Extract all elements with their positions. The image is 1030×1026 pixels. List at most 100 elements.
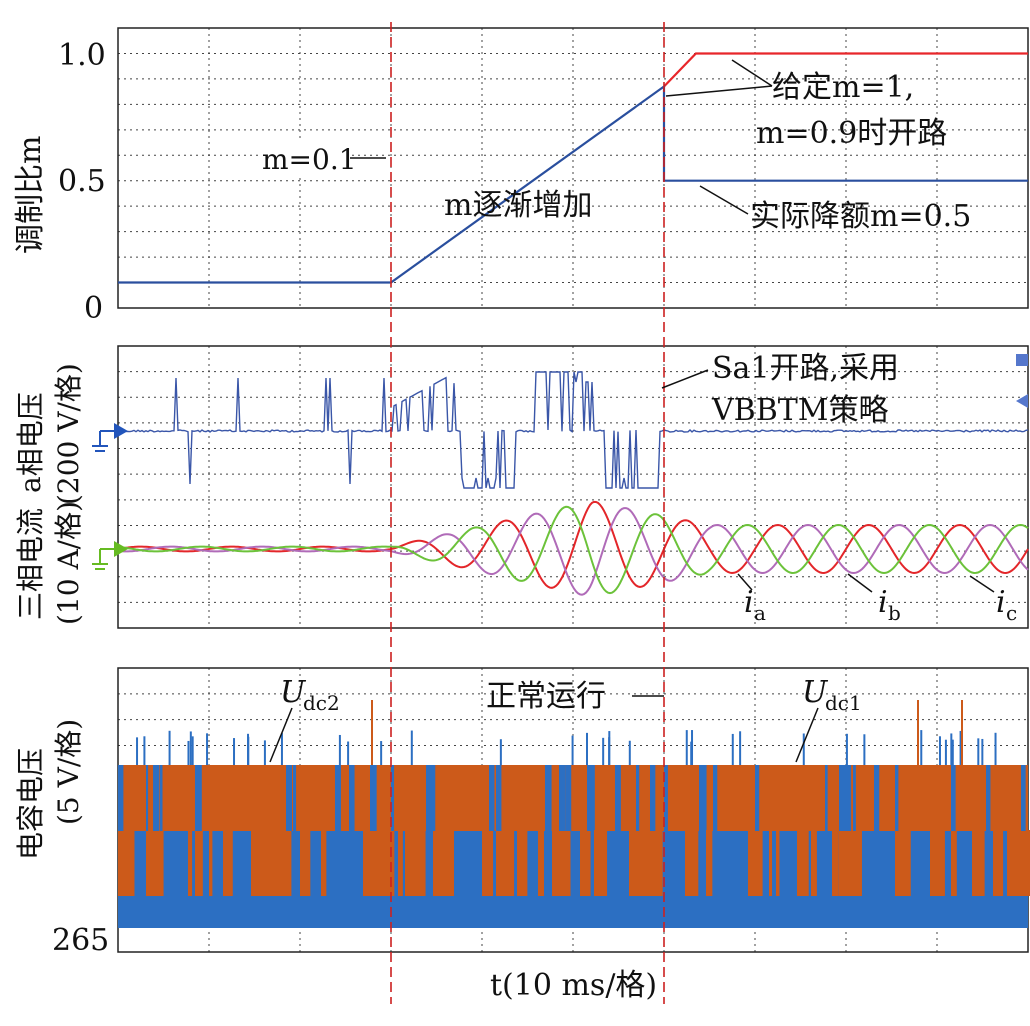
svg-text:m=0.9时开路: m=0.9时开路	[756, 116, 947, 151]
ylabel-current-1: 三相电流	[14, 508, 47, 620]
udc2-dip	[1007, 830, 1015, 896]
udc2-dip	[587, 830, 591, 896]
udc1-rise	[755, 765, 760, 831]
udc2-dip	[188, 830, 193, 896]
label-udc2: U dc2	[269, 675, 340, 763]
udc1-rise	[587, 765, 595, 831]
udc2-dip	[300, 830, 311, 896]
udc2-dip	[160, 830, 164, 896]
udc2-dip	[706, 830, 713, 896]
udc2-dip	[797, 830, 809, 896]
udc2-dip	[776, 830, 780, 896]
udc2-dip	[580, 830, 591, 896]
udc2-dip	[447, 830, 455, 896]
ground-marker-current	[92, 541, 128, 570]
udc1-rise	[545, 765, 552, 831]
udc2-dip	[209, 830, 213, 896]
svg-text:a: a	[754, 601, 766, 625]
udc2-dip	[265, 830, 277, 896]
udc1-rise	[846, 765, 852, 831]
udc1-rise	[699, 765, 707, 831]
ylabel-current-2: (10 A/格)	[52, 501, 85, 625]
udc2-dip	[832, 830, 839, 896]
udc1-rise	[713, 765, 718, 831]
series-phase-a-voltage	[118, 371, 1029, 489]
udc1-rise	[839, 765, 847, 831]
udc2-dip	[1021, 830, 1030, 896]
udc1-rise	[335, 765, 341, 831]
svg-text:Sa1开路,采用: Sa1开路,采用	[712, 351, 899, 386]
ylabel-capvoltage-1: 电容电压	[14, 748, 47, 860]
udc2-dip	[951, 830, 957, 896]
svg-text:i: i	[996, 585, 1006, 620]
svg-text:m=0.1: m=0.1	[262, 143, 357, 176]
udc1-rise	[293, 765, 297, 831]
udc2-dip	[650, 830, 663, 896]
svg-text:b: b	[888, 601, 901, 625]
udc2-dip	[853, 830, 862, 896]
series-udc2-band	[118, 765, 1028, 831]
svg-text:实际降额m=0.5: 实际降额m=0.5	[750, 199, 971, 234]
udc1-rise	[496, 765, 502, 831]
svg-text:U: U	[802, 675, 829, 710]
series-ib	[117, 507, 1029, 596]
ylabel-voltage-2: (200 V/格)	[52, 363, 85, 505]
annotation-fault: Sa1开路,采用 VBBTM策略	[661, 351, 899, 428]
series-ic	[117, 505, 1029, 595]
udc2-dip	[496, 830, 515, 896]
udc1-rise	[146, 765, 149, 831]
udc1-rise	[650, 765, 656, 831]
udc2-dip	[972, 830, 985, 896]
label-udc1: U dc1	[795, 675, 862, 763]
ytick-1-0: 1.0	[58, 38, 106, 73]
udc1-rise	[391, 765, 395, 831]
udc2-dip	[195, 830, 203, 896]
xlabel: t(10 ms/格)	[490, 968, 657, 1003]
udc1-rise	[286, 765, 292, 831]
udc1-rise	[160, 765, 163, 831]
ylabel-modulation: 调制比m	[13, 136, 48, 254]
annotation-normal: 正常运行	[486, 679, 664, 714]
udc2-dip	[902, 830, 911, 896]
panel-frame-2	[117, 345, 1029, 629]
udc1-rise	[426, 765, 434, 831]
udc2-dip	[419, 830, 424, 896]
udc2-dip	[538, 830, 545, 896]
annotation-given: 给定m=1, m=0.9时开路	[665, 59, 947, 151]
svg-text:c: c	[1006, 601, 1017, 625]
udc1-rise	[370, 765, 377, 831]
udc2-dip	[118, 830, 135, 896]
udc2-dip	[223, 830, 233, 896]
udc2-dip	[552, 830, 571, 896]
udc1-rise	[489, 765, 495, 831]
ylabel-voltage-1: a相电压	[14, 392, 47, 493]
udc1-rise	[195, 765, 202, 831]
svg-text:i: i	[878, 585, 888, 620]
udc2-dip	[993, 830, 1004, 896]
label-ic: i c	[969, 575, 1017, 625]
series-given-m	[663, 52, 1028, 88]
udc1-rise	[349, 765, 355, 831]
udc2-dip	[433, 830, 450, 896]
udc2-dip	[405, 830, 414, 896]
udc2-dip	[279, 830, 292, 896]
udc1-rise	[118, 765, 124, 831]
udc2-dip	[685, 830, 699, 896]
udc1-rise	[559, 765, 566, 831]
udc2-dip	[755, 830, 763, 896]
udc1-rise	[433, 765, 436, 831]
udc1-rise	[615, 765, 621, 831]
udc1-rise	[895, 765, 899, 831]
ytick-0-5: 0.5	[58, 164, 106, 199]
udc2-dip	[482, 830, 494, 896]
udc1-rise	[874, 765, 880, 831]
udc2-dip	[153, 830, 164, 896]
udc2-dip	[930, 830, 945, 896]
svg-text:正常运行: 正常运行	[486, 679, 606, 714]
udc2-dip	[517, 830, 528, 896]
udc2-dip	[272, 830, 280, 896]
udc1-rise	[566, 765, 572, 831]
series-ia	[117, 500, 1029, 589]
udc2-dip	[321, 830, 327, 896]
